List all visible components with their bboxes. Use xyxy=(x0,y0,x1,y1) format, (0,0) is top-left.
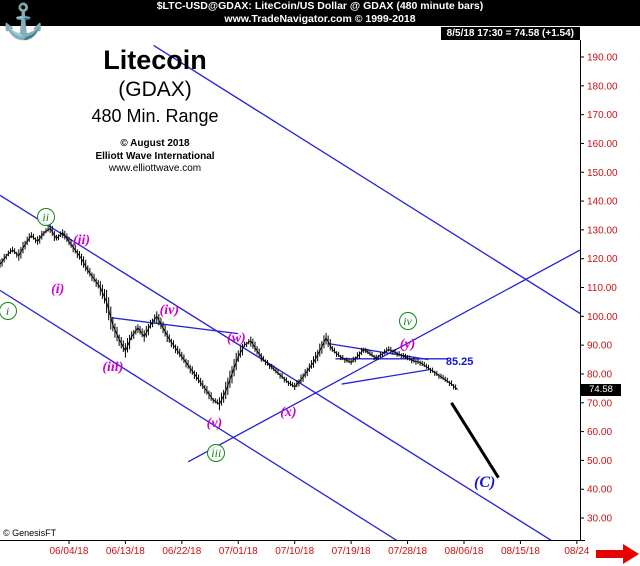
svg-text:180.00: 180.00 xyxy=(587,81,618,92)
svg-text:120.00: 120.00 xyxy=(587,254,618,265)
svg-text:130.00: 130.00 xyxy=(587,225,618,236)
scroll-right-arrow[interactable] xyxy=(596,543,640,566)
svg-text:140.00: 140.00 xyxy=(587,197,618,208)
last-price-flag: 74.58 xyxy=(581,383,621,396)
svg-text:06/13/18: 06/13/18 xyxy=(106,546,145,557)
copyright-line: © August 2018 xyxy=(120,138,190,149)
svg-text:100.00: 100.00 xyxy=(587,312,618,323)
svg-text:70.00: 70.00 xyxy=(587,398,612,409)
svg-text:08/24: 08/24 xyxy=(564,546,589,557)
site-header-bar: www.TradeNavigator.com © 1999-2018 xyxy=(0,13,640,26)
svg-text:07/19/18: 07/19/18 xyxy=(332,546,371,557)
svg-text:110.00: 110.00 xyxy=(587,283,617,294)
svg-text:90.00: 90.00 xyxy=(587,341,612,352)
chart-range: 480 Min. Range xyxy=(91,106,219,126)
svg-text:170.00: 170.00 xyxy=(587,110,618,121)
svg-text:08/15/18: 08/15/18 xyxy=(501,546,540,557)
chart-title: Litecoin xyxy=(103,45,207,75)
website-line: www.elliottwave.com xyxy=(108,163,202,174)
svg-text:80.00: 80.00 xyxy=(587,369,612,380)
svg-text:40.00: 40.00 xyxy=(587,485,612,496)
svg-text:30.00: 30.00 xyxy=(587,514,612,525)
symbol-header-bar: $LTC-USD@GDAX: LiteCoin/US Dollar @ GDAX… xyxy=(0,0,640,13)
x-axis-labels: 06/04/18 06/13/18 06/22/18 07/01/18 07/10/18… xyxy=(50,540,590,557)
chart-exchange: (GDAX) xyxy=(118,78,192,101)
svg-text:07/28/18: 07/28/18 xyxy=(388,546,427,557)
scroll-right-arrow-icon xyxy=(596,544,639,564)
svg-text:06/22/18: 06/22/18 xyxy=(162,546,201,557)
svg-text:160.00: 160.00 xyxy=(587,139,618,150)
svg-text:06/04/18: 06/04/18 xyxy=(50,546,89,557)
svg-text:150.00: 150.00 xyxy=(587,168,618,179)
svg-text:07/01/18: 07/01/18 xyxy=(219,546,258,557)
svg-text:50.00: 50.00 xyxy=(587,456,612,467)
trade-navigator-anchor-logo-icon: ⚓ xyxy=(2,3,45,41)
svg-text:190.00: 190.00 xyxy=(587,53,618,64)
org-line: Elliott Wave International xyxy=(95,150,215,162)
trendlines-layer xyxy=(0,44,580,540)
genesis-credit: © GenesisFT xyxy=(3,528,57,538)
svg-text:60.00: 60.00 xyxy=(587,427,612,438)
y-axis-labels: 190.00 180.00 170.00 160.00 150.00 140.00 130.… xyxy=(580,53,618,525)
price-bars-layer xyxy=(0,222,459,411)
axes xyxy=(0,40,585,541)
chart-title-block: Litecoin (GDAX) 480 Min. Range © August … xyxy=(30,44,280,176)
svg-text:08/06/18: 08/06/18 xyxy=(445,546,484,557)
svg-text:07/10/18: 07/10/18 xyxy=(275,546,314,557)
quote-readout: 8/5/18 17:30 = 74.58 (+1.54) xyxy=(440,27,580,40)
